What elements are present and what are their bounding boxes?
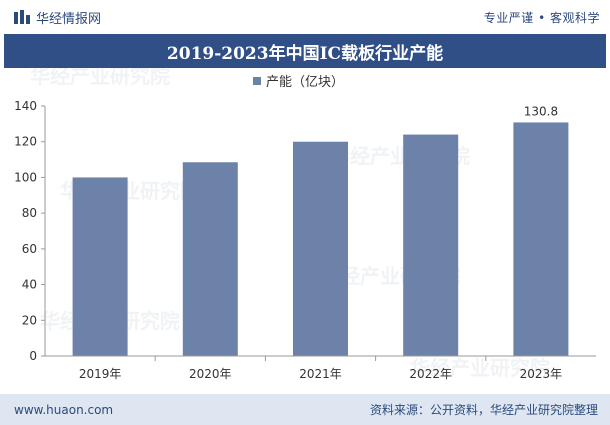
footer: www.huaon.com 资料来源：公开资料，华经产业研究院整理 — [0, 394, 610, 425]
brand-name: 华经情报网 — [36, 11, 102, 27]
legend-label: 产能（亿块） — [266, 75, 344, 90]
chart-title-bar: 2019-2023年中国IC载板行业产能 — [4, 34, 606, 68]
y-tick-label: 0 — [29, 349, 37, 363]
bar-chart: 产能（亿块） 0 20 40 60 80 100 120 140 2019年 2020年 2021年 2… — [14, 75, 596, 381]
bar — [293, 141, 348, 356]
y-tick-label: 140 — [14, 99, 37, 113]
x-tick-label: 2020年 — [189, 367, 232, 381]
y-tick-label: 40 — [22, 278, 37, 292]
chart-title: 2019-2023年中国IC载板行业产能 — [166, 43, 444, 64]
x-tick-label: 2021年 — [299, 367, 342, 381]
bar — [403, 134, 459, 356]
x-tick-label: 2022年 — [409, 367, 452, 381]
x-tick-label: 2019年 — [79, 367, 122, 381]
data-label: 130.8 — [524, 104, 558, 118]
x-tick-label: 2023年 — [520, 367, 563, 381]
y-tick-label: 120 — [14, 135, 37, 149]
slogan: 专业严谨 • 客观科学 — [483, 10, 600, 25]
website-link[interactable]: www.huaon.com — [14, 402, 114, 417]
y-tick-label: 80 — [22, 206, 37, 220]
bar — [182, 162, 238, 356]
y-tick-label: 100 — [14, 170, 37, 184]
y-tick-label: 60 — [22, 242, 37, 256]
y-tick-label: 20 — [22, 313, 37, 327]
logo-icon — [14, 10, 30, 24]
brand[interactable]: 华经情报网 — [14, 8, 101, 27]
bar — [72, 177, 128, 356]
source-note: 资料来源：公开资料，华经产业研究院整理 — [369, 403, 598, 417]
top-bar: 华经情报网 专业严谨 • 客观科学 — [0, 0, 610, 34]
bar — [513, 122, 569, 356]
legend-swatch — [253, 77, 261, 85]
